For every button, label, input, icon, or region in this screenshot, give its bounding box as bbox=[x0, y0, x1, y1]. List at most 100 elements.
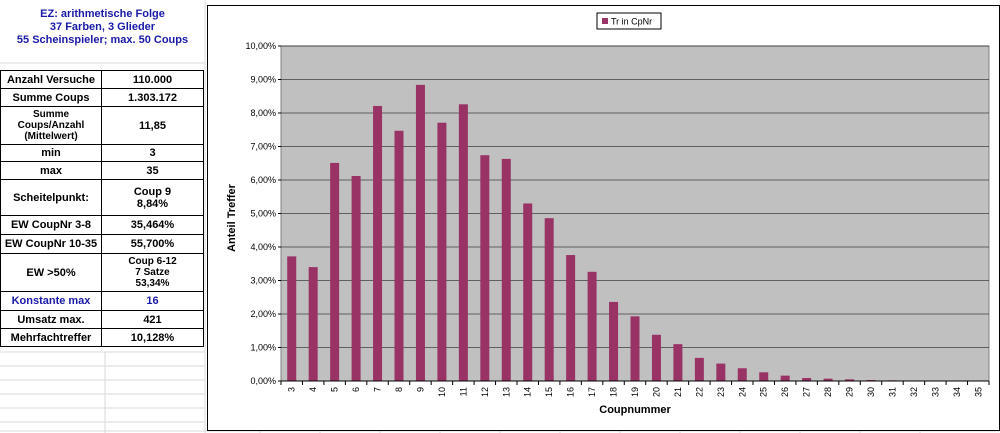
bar[interactable] bbox=[845, 379, 855, 381]
bar[interactable] bbox=[780, 375, 790, 381]
stats-value[interactable]: 35,464% bbox=[101, 215, 204, 235]
bar[interactable] bbox=[544, 218, 554, 381]
bar[interactable] bbox=[415, 84, 425, 382]
stats-row[interactable]: max 35 bbox=[0, 161, 204, 180]
bar[interactable] bbox=[330, 162, 340, 381]
bar[interactable] bbox=[287, 256, 297, 381]
y-tick-label: 7,00% bbox=[250, 142, 276, 152]
bar[interactable] bbox=[651, 334, 661, 381]
x-tick-label: 8 bbox=[394, 387, 404, 392]
bar[interactable] bbox=[566, 255, 576, 381]
stats-row[interactable]: Scheitelpunkt: Coup 9 8,84% bbox=[0, 179, 204, 216]
stats-label[interactable]: EW >50% bbox=[0, 253, 102, 292]
bar[interactable] bbox=[737, 368, 747, 381]
ew-percent: 53,34% bbox=[135, 278, 170, 289]
bar[interactable] bbox=[308, 267, 318, 381]
bar[interactable] bbox=[373, 105, 383, 381]
stats-label[interactable]: Summe Coups bbox=[0, 88, 102, 107]
x-tick-label: 26 bbox=[780, 387, 790, 397]
stats-label[interactable]: EW CoupNr 3-8 bbox=[0, 215, 102, 235]
bar[interactable] bbox=[673, 344, 683, 381]
stats-value[interactable]: Coup 6-12 7 Satze 53,34% bbox=[101, 253, 204, 292]
stats-row[interactable]: EW >50% Coup 6-12 7 Satze 53,34% bbox=[0, 253, 204, 292]
y-tick-label: 2,00% bbox=[250, 309, 276, 319]
x-tick-label: 14 bbox=[523, 387, 533, 397]
stats-label[interactable]: Umsatz max. bbox=[0, 310, 102, 329]
header-line-2: 37 Farben, 3 Glieder bbox=[49, 21, 156, 33]
stats-row[interactable]: Anzahl Versuche 110.000 bbox=[0, 70, 204, 89]
scheitel-coup: Coup 9 bbox=[133, 185, 172, 198]
stats-row[interactable]: Umsatz max. 421 bbox=[0, 310, 204, 329]
stats-value[interactable]: 10,128% bbox=[101, 328, 204, 347]
x-tick-label: 10 bbox=[437, 387, 447, 397]
x-tick-label: 9 bbox=[415, 387, 425, 392]
x-tick-label: 31 bbox=[887, 387, 897, 397]
bar[interactable] bbox=[394, 130, 404, 381]
x-tick-label: 33 bbox=[930, 387, 940, 397]
bar[interactable] bbox=[480, 155, 490, 381]
x-tick-label: 16 bbox=[566, 387, 576, 397]
sheet-header: EZ: arithmetische Folge 37 Farben, 3 Gli… bbox=[0, 8, 205, 47]
bar[interactable] bbox=[866, 379, 876, 381]
stats-row[interactable]: EW CoupNr 10-35 55,700% bbox=[0, 234, 204, 254]
stats-value[interactable]: 110.000 bbox=[101, 70, 204, 89]
x-tick-label: 18 bbox=[609, 387, 619, 397]
stats-value[interactable]: 421 bbox=[101, 310, 204, 329]
bar[interactable] bbox=[523, 203, 533, 381]
stats-label[interactable]: Summe Coups/Anzahl (Mittelwert) bbox=[0, 106, 102, 145]
x-tick-label: 21 bbox=[673, 387, 683, 397]
stats-label[interactable]: Mehrfachtreffer bbox=[0, 328, 102, 347]
bar[interactable] bbox=[759, 372, 769, 381]
stats-value[interactable]: Coup 9 8,84% bbox=[101, 179, 204, 216]
stats-label[interactable]: min bbox=[0, 144, 102, 162]
chart-object[interactable]: 0,00% 1,00% 2,00% 3,00% 4,00% 5,00% 6,00% 7,00%… bbox=[207, 5, 1000, 431]
y-tick-label: 1,00% bbox=[250, 343, 276, 353]
x-tick-label: 22 bbox=[694, 387, 704, 397]
stats-row[interactable]: Summe Coups/Anzahl (Mittelwert) 11,85 bbox=[0, 106, 204, 145]
x-tick-label: 7 bbox=[373, 387, 383, 392]
bar[interactable] bbox=[437, 122, 447, 381]
stats-value[interactable]: 55,700% bbox=[101, 234, 204, 254]
stats-label[interactable]: max bbox=[0, 161, 102, 180]
bar[interactable] bbox=[630, 316, 640, 381]
legend-swatch bbox=[602, 18, 608, 24]
x-tick-label: 20 bbox=[651, 387, 661, 397]
legend-label: Tr in CpNr bbox=[611, 17, 652, 27]
y-axis-label: Anteil Treffer bbox=[226, 183, 238, 252]
bar[interactable] bbox=[823, 378, 833, 381]
stats-value[interactable]: 11,85 bbox=[101, 106, 204, 145]
bars bbox=[287, 84, 983, 382]
bar[interactable] bbox=[802, 377, 812, 381]
bar[interactable] bbox=[694, 357, 704, 381]
bar[interactable] bbox=[609, 301, 619, 381]
legend[interactable]: Tr in CpNr bbox=[596, 12, 662, 30]
x-tick-label: 12 bbox=[480, 387, 490, 397]
bar[interactable] bbox=[501, 158, 511, 381]
y-tick-label: 6,00% bbox=[250, 175, 276, 185]
bar[interactable] bbox=[458, 104, 468, 381]
y-tick-label: 0,00% bbox=[250, 376, 276, 386]
x-tick-label: 25 bbox=[759, 387, 769, 397]
y-tick-label: 10,00% bbox=[245, 41, 276, 51]
stats-row[interactable]: Summe Coups 1.303.172 bbox=[0, 88, 204, 107]
stats-label[interactable]: Scheitelpunkt: bbox=[0, 179, 102, 216]
stats-row[interactable]: Mehrfachtreffer 10,128% bbox=[0, 328, 204, 347]
stats-value[interactable]: 35 bbox=[101, 161, 204, 180]
stats-value[interactable]: 3 bbox=[101, 144, 204, 162]
stats-value[interactable]: 16 bbox=[101, 291, 204, 311]
stats-label[interactable]: EW CoupNr 10-35 bbox=[0, 234, 102, 254]
x-tick-label: 3 bbox=[287, 387, 297, 392]
bar[interactable] bbox=[351, 175, 361, 381]
x-tick-label: 5 bbox=[330, 387, 340, 392]
stats-row[interactable]: Konstante max 16 bbox=[0, 291, 204, 311]
stats-value[interactable]: 1.303.172 bbox=[101, 88, 204, 107]
scheitel-percent: 8,84% bbox=[136, 197, 169, 210]
stats-row[interactable]: min 3 bbox=[0, 144, 204, 162]
stats-label[interactable]: Anzahl Versuche bbox=[0, 70, 102, 89]
bar[interactable] bbox=[587, 271, 597, 381]
bar-chart: 0,00% 1,00% 2,00% 3,00% 4,00% 5,00% 6,00% 7,00%… bbox=[226, 12, 990, 416]
bar[interactable] bbox=[716, 363, 726, 381]
stats-label[interactable]: Konstante max bbox=[0, 291, 102, 311]
stats-row[interactable]: EW CoupNr 3-8 35,464% bbox=[0, 215, 204, 235]
